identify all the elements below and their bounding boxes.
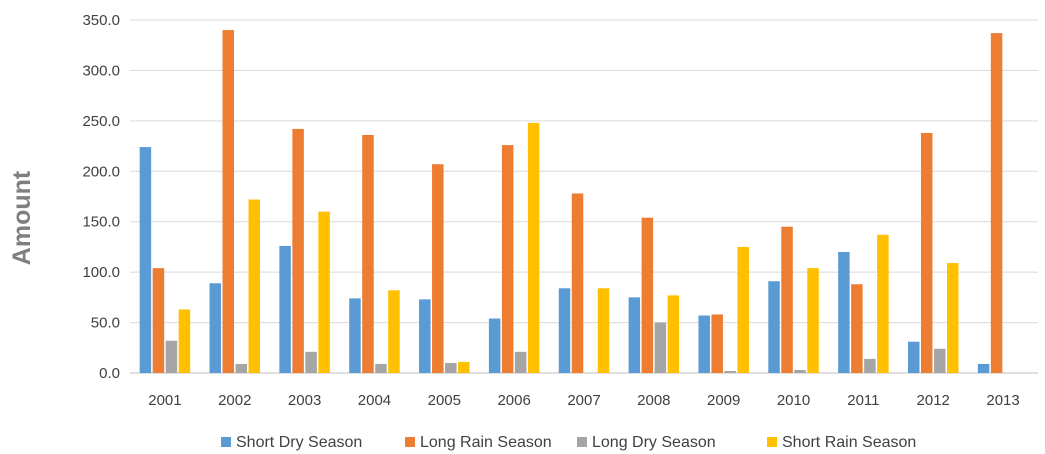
- bar: [597, 288, 610, 373]
- x-tick-label: 2004: [358, 392, 391, 409]
- bar: [514, 351, 527, 373]
- x-tick-label: 2003: [288, 392, 321, 409]
- bar: [667, 295, 680, 373]
- y-tick-label: 300.0: [82, 62, 120, 79]
- legend-label: Short Rain Season: [782, 434, 916, 451]
- bar: [235, 363, 248, 373]
- x-tick-label: 2002: [218, 392, 251, 409]
- bars: [139, 30, 1003, 374]
- y-tick-label: 0.0: [99, 365, 120, 382]
- bar: [794, 369, 806, 373]
- bar: [807, 268, 819, 373]
- legend-swatch: [577, 437, 587, 447]
- gridlines: [130, 19, 1038, 374]
- bar: [977, 363, 990, 373]
- bar: [711, 314, 723, 373]
- bar: [724, 370, 736, 373]
- bar: [698, 315, 710, 373]
- bar: [375, 363, 387, 373]
- bar: [527, 122, 540, 373]
- bar: [209, 283, 222, 373]
- bar: [349, 298, 361, 373]
- bar: [445, 362, 457, 373]
- bar: [152, 268, 165, 373]
- bar: [990, 33, 1003, 374]
- bar: [851, 284, 863, 373]
- x-tick-label: 2001: [148, 392, 181, 409]
- bar: [558, 288, 571, 373]
- bar: [362, 134, 374, 373]
- y-axis-label: Amount: [8, 170, 36, 265]
- bar: [318, 211, 330, 373]
- legend-swatch: [405, 437, 415, 447]
- y-tick-label: 200.0: [82, 163, 120, 180]
- bar: [501, 145, 514, 373]
- bar: [781, 226, 793, 373]
- bar: [571, 193, 584, 373]
- bar: [432, 164, 444, 373]
- bar: [946, 263, 959, 373]
- bar: [864, 358, 876, 373]
- x-tick-label: 2006: [497, 392, 530, 409]
- bar: [654, 322, 667, 373]
- bar: [920, 132, 933, 373]
- legend-label: Short Dry Season: [236, 434, 362, 451]
- bar: [877, 234, 889, 373]
- bar: [458, 361, 470, 373]
- bar: [139, 147, 152, 373]
- bar: [178, 309, 191, 373]
- bar: [628, 297, 641, 373]
- x-tick-label: 2012: [917, 392, 950, 409]
- legend-swatch: [767, 437, 777, 447]
- x-axis-ticks: 2001 2002 2003 2004 2005 2006 2007 2008 2009 2010…: [148, 392, 1020, 409]
- bar: [768, 281, 780, 373]
- bar: [907, 341, 920, 373]
- y-tick-label: 50.0: [91, 315, 120, 332]
- legend: Short Dry Season Long Rain Season Long Dry…: [221, 434, 916, 451]
- bar: [488, 318, 501, 373]
- x-tick-label: 2008: [637, 392, 670, 409]
- x-tick-label: 2011: [847, 392, 879, 409]
- bar: [388, 290, 400, 373]
- bar: [279, 245, 291, 373]
- bar: [933, 348, 946, 373]
- bar: [222, 30, 235, 373]
- bar: [838, 251, 850, 373]
- x-tick-label: 2007: [567, 392, 600, 409]
- x-tick-label: 2005: [428, 392, 461, 409]
- y-tick-label: 150.0: [82, 214, 120, 231]
- y-tick-label: 250.0: [82, 113, 120, 130]
- x-tick-label: 2013: [986, 392, 1019, 409]
- bar: [419, 299, 431, 373]
- bar: [737, 246, 749, 373]
- y-axis-ticks: 0.0 50.0 100.0 150.0 200.0 250.0 300.0 350.0: [82, 12, 120, 382]
- x-tick-label: 2009: [707, 392, 740, 409]
- y-tick-label: 350.0: [82, 12, 120, 29]
- bar: [305, 351, 317, 373]
- legend-label: Long Dry Season: [592, 434, 716, 451]
- x-tick-label: 2010: [777, 392, 810, 409]
- bar: [165, 340, 178, 373]
- y-tick-label: 100.0: [82, 264, 120, 281]
- legend-swatch: [221, 437, 231, 447]
- bar: [641, 217, 654, 373]
- bar: [292, 128, 304, 373]
- bar: [248, 199, 261, 373]
- legend-label: Long Rain Season: [420, 434, 552, 451]
